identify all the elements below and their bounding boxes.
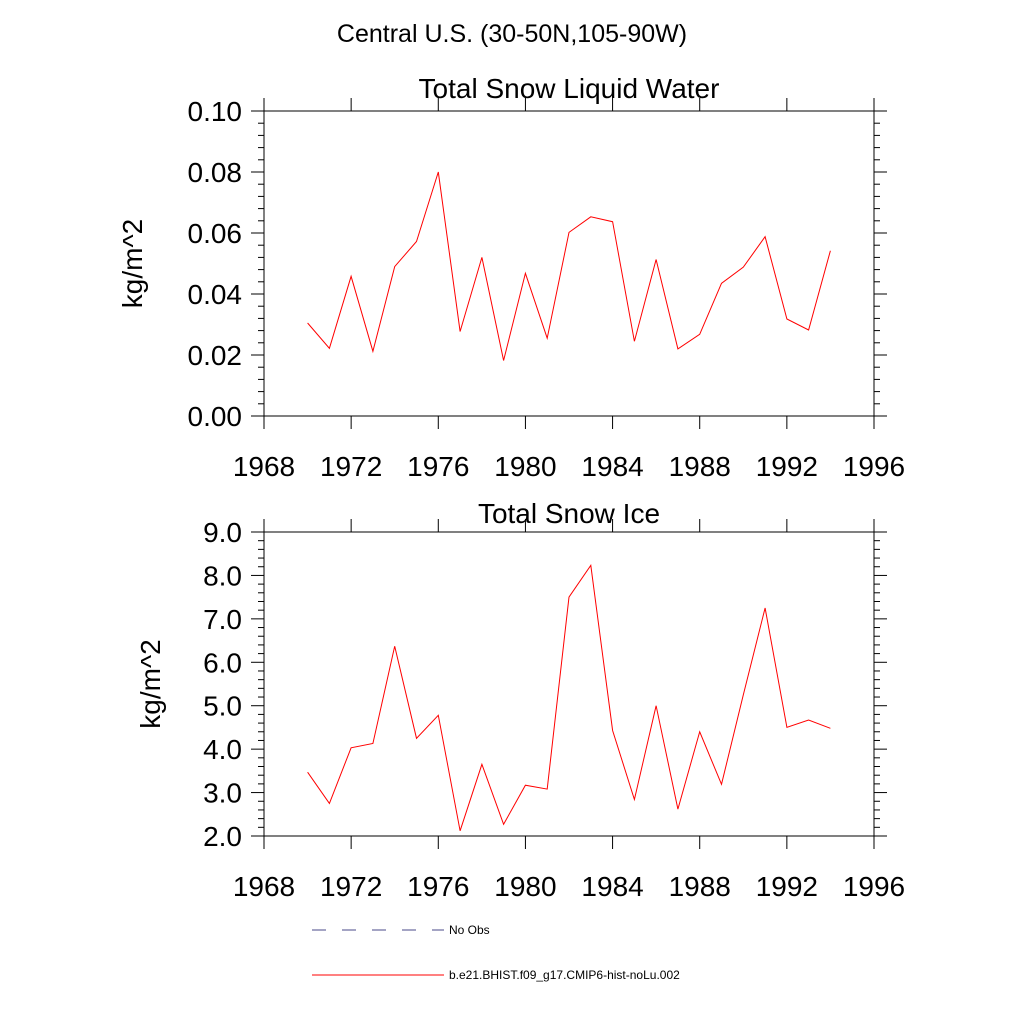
y-tick-label: 9.0 — [203, 517, 242, 548]
x-tick-label: 1984 — [581, 871, 643, 902]
chart-title: Total Snow Liquid Water — [419, 73, 720, 104]
page-title: Central U.S. (30-50N,105-90W) — [337, 20, 687, 48]
legend-label: b.e21.BHIST.f09_g17.CMIP6-hist-noLu.002 — [449, 968, 680, 982]
x-tick-label: 1968 — [233, 871, 295, 902]
x-tick-label: 1996 — [843, 451, 905, 482]
legend-item: b.e21.BHIST.f09_g17.CMIP6-hist-noLu.002 — [312, 968, 680, 982]
plot-frame — [263, 110, 875, 417]
plot-frame — [263, 531, 875, 837]
series-line — [307, 171, 831, 361]
y-tick-label: 2.0 — [203, 821, 242, 852]
legend-label: No Obs — [449, 923, 490, 937]
x-tick-label: 1968 — [233, 451, 295, 482]
legend: No Obs b.e21.BHIST.f09_g17.CMIP6-hist-noL… — [312, 923, 680, 982]
x-tick-label: 1976 — [407, 451, 469, 482]
x-tick-label: 1976 — [407, 871, 469, 902]
y-axis-label: kg/m^2 — [135, 639, 166, 728]
y-tick-label: 0.00 — [188, 401, 243, 432]
x-tick-label: 1996 — [843, 871, 905, 902]
x-tick-label: 1980 — [494, 871, 556, 902]
chart-panel-1: Total Snow Liquid Water kg/m^2 1968 1972 197… — [117, 73, 905, 482]
series-line — [307, 564, 831, 831]
chart-panel-2: Total Snow Ice kg/m^2 1968 1972 1976 1980 1984… — [135, 498, 905, 902]
x-tick-label: 1972 — [320, 871, 382, 902]
x-tick-label: 1984 — [581, 451, 643, 482]
y-tick-label: 0.06 — [188, 218, 243, 249]
y-axis-label: kg/m^2 — [117, 219, 148, 308]
x-tick-label: 1992 — [756, 451, 818, 482]
y-tick-label: 7.0 — [203, 604, 242, 635]
x-tick-label: 1988 — [669, 871, 731, 902]
y-tick-label: 3.0 — [203, 778, 242, 809]
legend-item: No Obs — [312, 923, 490, 937]
y-tick-label: 5.0 — [203, 691, 242, 722]
y-tick-label: 0.04 — [188, 279, 243, 310]
chart-panels: Total Snow Liquid Water kg/m^2 1968 1972 197… — [117, 73, 905, 902]
y-tick-label: 8.0 — [203, 560, 242, 591]
y-tick-label: 0.10 — [188, 96, 243, 127]
chart-title: Total Snow Ice — [478, 498, 660, 529]
x-tick-label: 1988 — [669, 451, 731, 482]
y-tick-label: 0.08 — [188, 157, 243, 188]
y-tick-label: 6.0 — [203, 647, 242, 678]
y-tick-label: 4.0 — [203, 734, 242, 765]
x-tick-label: 1972 — [320, 451, 382, 482]
x-tick-label: 1992 — [756, 871, 818, 902]
y-tick-label: 0.02 — [188, 340, 243, 371]
x-tick-label: 1980 — [494, 451, 556, 482]
